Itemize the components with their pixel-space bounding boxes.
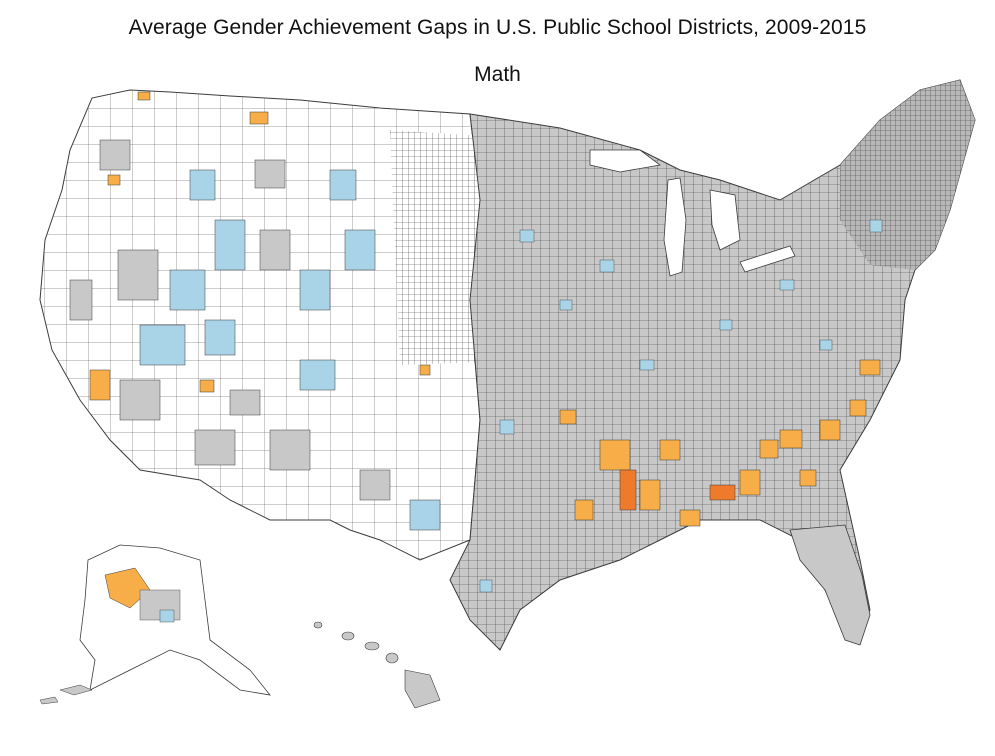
lake-michigan bbox=[663, 177, 687, 277]
northeast-region bbox=[840, 80, 975, 270]
alaska-blue-region bbox=[159, 609, 175, 623]
southeast-highlights bbox=[559, 359, 881, 527]
lake-huron bbox=[709, 189, 741, 251]
east-blue-patches bbox=[479, 219, 883, 593]
aleutian-islands bbox=[39, 684, 93, 705]
florida bbox=[789, 524, 871, 646]
lake-superior bbox=[589, 149, 661, 173]
hawaii bbox=[313, 621, 441, 709]
map-title: Average Gender Achievement Gaps in U.S. … bbox=[128, 16, 867, 39]
west-blocks bbox=[69, 91, 441, 531]
lake-erie bbox=[739, 245, 796, 273]
conus-west bbox=[39, 89, 481, 561]
map-subtitle: Math bbox=[474, 63, 521, 86]
